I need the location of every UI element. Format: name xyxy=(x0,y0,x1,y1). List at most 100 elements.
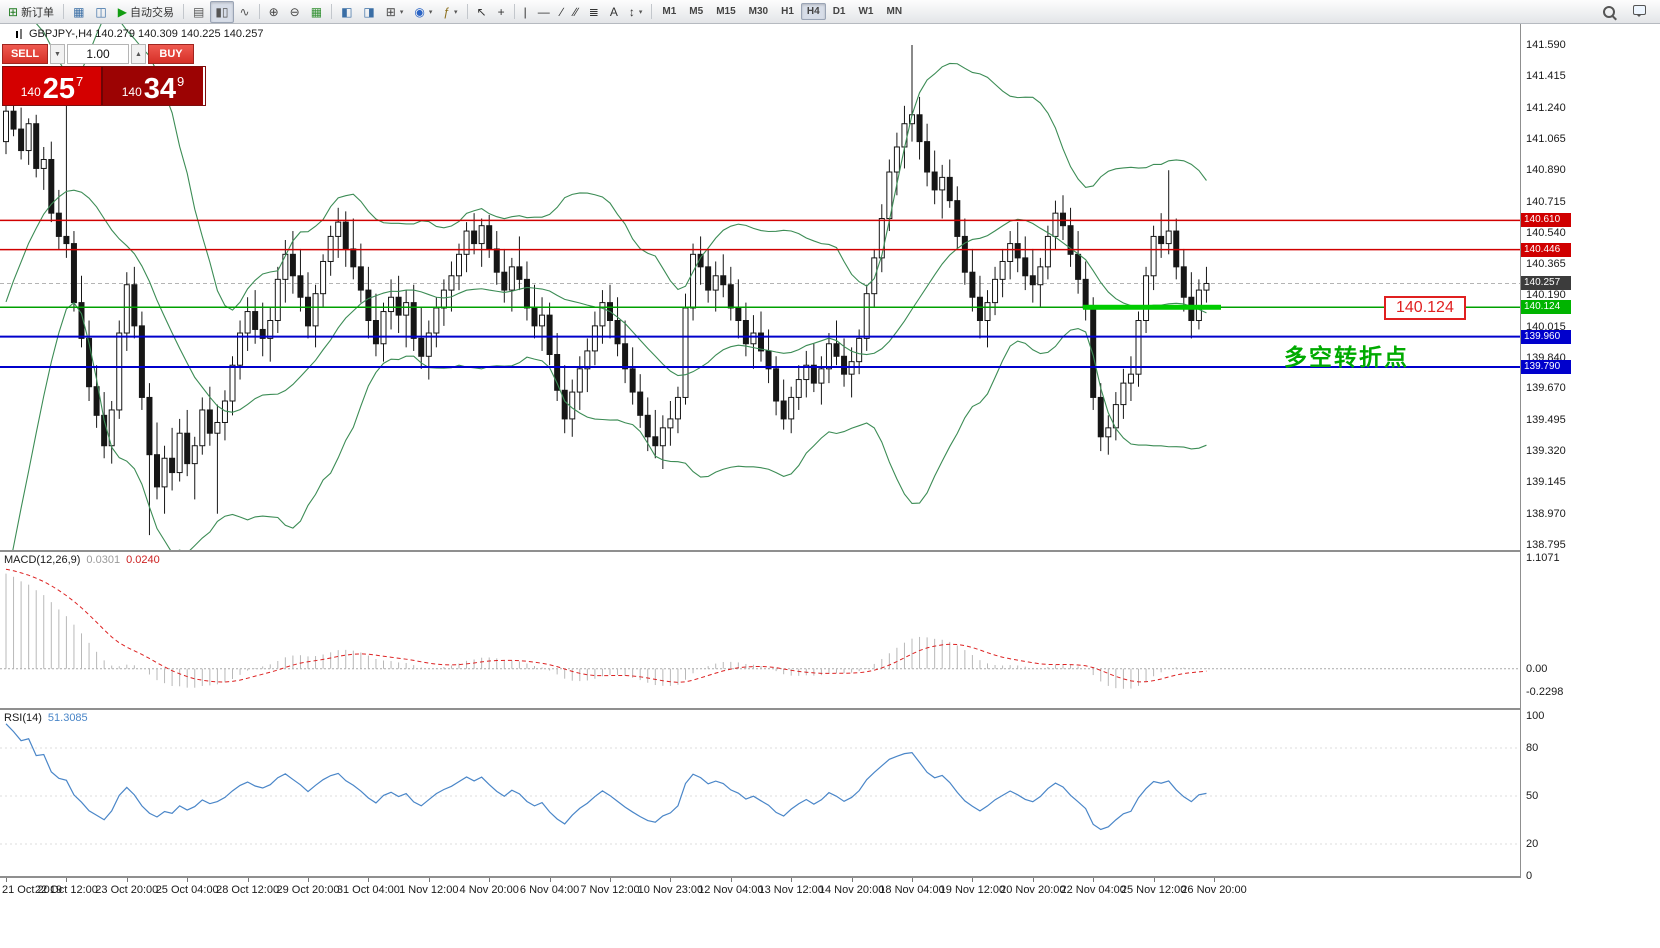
profiles-button[interactable]: ◉ ▾ xyxy=(409,1,437,23)
time-tick xyxy=(972,878,974,882)
trendline-icon: ∕ xyxy=(560,4,563,19)
text-icon: A xyxy=(609,4,618,19)
crosshair-button[interactable]: + xyxy=(493,1,510,23)
rsi-panel[interactable] xyxy=(0,710,1520,876)
ask-prefix: 140 xyxy=(121,85,142,99)
price-badge: 140.446 xyxy=(1521,242,1571,257)
timeframe-button-W1[interactable]: W1 xyxy=(858,6,874,17)
panel-splitter[interactable] xyxy=(0,550,1660,552)
zoom-out-button[interactable]: ⊖ xyxy=(285,1,305,23)
rsi-scale-tick: 80 xyxy=(1526,742,1539,754)
autotrading-button[interactable]: ▶ 自动交易 xyxy=(113,1,179,23)
profiles-icon: ◉ xyxy=(414,4,425,19)
timeframe-button-H4[interactable]: H4 xyxy=(800,3,826,20)
timeframe-button-MN[interactable]: MN xyxy=(886,6,903,17)
volume-decrease-button[interactable]: ▼ xyxy=(50,44,65,64)
chat-button[interactable] xyxy=(1624,1,1657,23)
time-label: 25 Nov 12:00 xyxy=(1120,884,1187,896)
arrows-button[interactable]: ↕ ▾ xyxy=(624,1,648,23)
toolbar-separator xyxy=(258,4,260,19)
time-label: 6 Nov 04:00 xyxy=(519,884,580,896)
main-chart[interactable] xyxy=(0,24,1520,550)
chart-symbol-icon xyxy=(14,29,24,39)
candlestick-chart-button[interactable]: ▮▯ xyxy=(210,0,234,23)
volume-input[interactable] xyxy=(67,44,129,64)
price-tick: 138.970 xyxy=(1526,507,1566,520)
buy-button[interactable]: BUY xyxy=(148,44,194,64)
trendline-button[interactable]: ∕ xyxy=(556,1,568,23)
chat-icon xyxy=(1633,5,1646,17)
zoom-in-button[interactable]: ⊕ xyxy=(264,1,284,23)
price-badge: 139.790 xyxy=(1521,360,1571,375)
ask-pip-digit: 9 xyxy=(177,74,185,89)
volume-increase-button[interactable]: ▲ xyxy=(131,44,146,64)
price-tick: 140.540 xyxy=(1526,226,1566,239)
search-button[interactable] xyxy=(1594,1,1624,23)
autotrading-button-label: 自动交易 xyxy=(129,6,174,19)
toolbar-right-group xyxy=(1594,1,1657,23)
horizontal-line-button[interactable]: — xyxy=(533,1,555,23)
panel-splitter[interactable] xyxy=(0,708,1660,710)
time-tick xyxy=(549,878,551,882)
chart-window-icon[interactable]: ▦ xyxy=(68,1,89,23)
macd-panel[interactable] xyxy=(0,552,1520,708)
time-label: 21 Oct 2019 xyxy=(2,884,62,896)
timeframe-button-M30[interactable]: M30 xyxy=(748,6,769,17)
price-badge: 139.960 xyxy=(1521,329,1571,344)
time-label: 13 Nov 12:00 xyxy=(758,884,824,896)
time-label: 7 Nov 12:00 xyxy=(580,884,640,896)
tile-windows-button[interactable]: ◧ xyxy=(336,1,357,23)
timeframe-button-H1[interactable]: H1 xyxy=(781,6,794,17)
toolbar-separator xyxy=(651,4,653,19)
price-tick: 139.320 xyxy=(1526,445,1566,458)
price-badge: 140.124 xyxy=(1521,300,1571,315)
price-annotation-label: 140.124 xyxy=(1384,296,1466,320)
rsi-scale-tick: 100 xyxy=(1526,710,1545,722)
new-chart-icon: ⊞ xyxy=(385,4,396,19)
new-chart-button[interactable]: ⊞ ▾ xyxy=(381,1,409,23)
time-axis[interactable]: 21 Oct 2019 22 Oct 12:00 23 Oct 20:00 25 Oc… xyxy=(0,878,1660,926)
time-tick xyxy=(791,878,793,882)
time-label: 14 Nov 20:00 xyxy=(818,884,885,896)
indicators-button[interactable]: ƒ ▾ xyxy=(438,1,462,23)
fibonacci-button[interactable]: ≣ xyxy=(584,1,604,23)
macd-label: MACD(12,26,9) 0.0301 0.0240 xyxy=(4,554,160,566)
chevron-down-icon: ▾ xyxy=(638,8,643,16)
text-button[interactable]: A xyxy=(605,1,623,23)
time-label: 25 Oct 04:00 xyxy=(155,884,219,896)
sell-button[interactable]: SELL xyxy=(2,44,48,64)
autotrading-icon: ▶ xyxy=(117,4,127,19)
line-chart-icon: ∿ xyxy=(239,4,250,19)
timeframe-button-D1[interactable]: D1 xyxy=(832,6,846,17)
price-tick: 140.715 xyxy=(1526,195,1566,208)
macd-name: MACD(12,26,9) xyxy=(4,554,81,566)
time-tick xyxy=(247,878,249,882)
timeframe-button-M1[interactable]: M1 xyxy=(662,6,677,17)
price-tick: 140.190 xyxy=(1526,289,1566,302)
chevron-down-icon: ▾ xyxy=(454,8,458,16)
price-tick: 138.795 xyxy=(1526,539,1566,552)
time-tick xyxy=(912,878,913,882)
vertical-line-button[interactable]: | xyxy=(519,1,532,23)
timeframe-button-M5[interactable]: M5 xyxy=(689,6,704,17)
price-scale[interactable]: 141.590 141.415 141.240 141.065 140.890 140.7… xyxy=(1520,24,1660,882)
grid-button[interactable]: ▦ xyxy=(306,1,327,23)
turning-point-annotation: 多空转折点 xyxy=(1284,344,1409,370)
price-badge: 140.257 xyxy=(1521,276,1571,291)
bar-chart-button[interactable]: ▤ xyxy=(188,1,209,23)
price-tick: 141.590 xyxy=(1526,39,1566,51)
candlestick-chart-icon: ▮▯ xyxy=(215,4,229,19)
bid-price-panel[interactable]: 140 25 7 xyxy=(3,67,103,105)
price-tick: 141.415 xyxy=(1526,70,1566,83)
ask-price-panel[interactable]: 140 34 9 xyxy=(103,67,203,105)
timeframe-button-M15[interactable]: M15 xyxy=(716,6,736,17)
macd-scale-tick: 1.1071 xyxy=(1526,552,1560,564)
line-chart-button[interactable]: ∿ xyxy=(235,1,255,23)
price-tick: 139.145 xyxy=(1526,476,1566,489)
time-tick xyxy=(851,878,853,882)
cascade-windows-icon[interactable]: ◫ xyxy=(90,1,111,23)
arrange-windows-button[interactable]: ◨ xyxy=(358,1,379,23)
new-order-button[interactable]: ⊞ 新订单 xyxy=(3,1,59,23)
channel-button[interactable]: ∕∕ xyxy=(569,1,583,23)
cursor-button[interactable]: ↖ xyxy=(472,1,492,23)
